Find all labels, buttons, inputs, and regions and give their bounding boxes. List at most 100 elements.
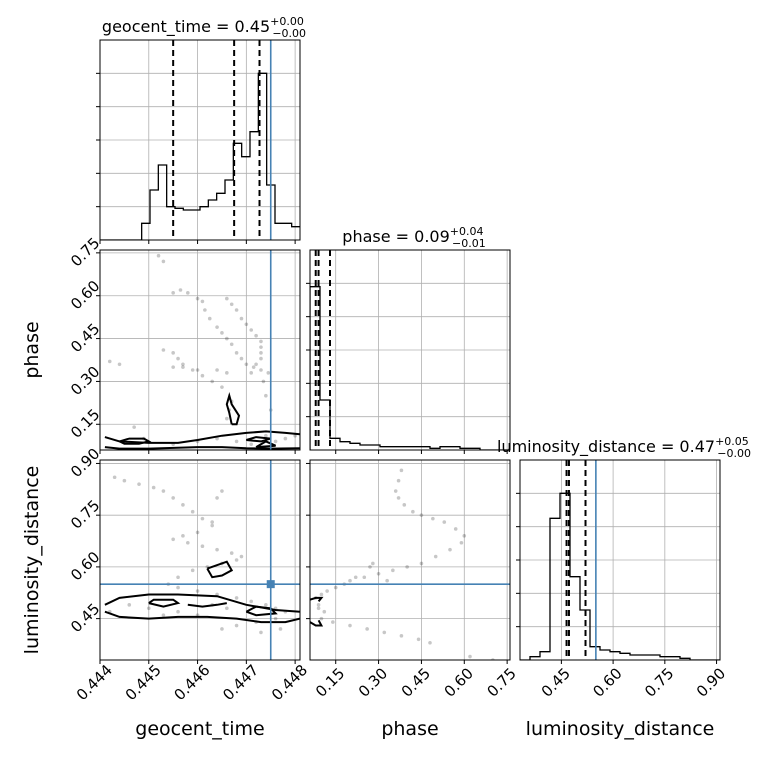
panel-geocent_time-geocent_time: geocent_time = 0.45+0.00 −0.00 [96,15,306,244]
sample-point [176,585,180,590]
sample-point [365,627,369,631]
sample-point [220,489,224,493]
sample-point [416,637,421,642]
y-tick-label: 0.75 [67,496,103,532]
sample-point [186,291,190,295]
sample-point [229,342,234,347]
sample-point [234,439,239,444]
truth-marker [266,580,275,589]
y-tick-label: 0.75 [67,234,103,270]
sample-point [176,356,180,361]
sample-point [468,654,472,659]
panel-frame [99,249,301,451]
sample-point [348,578,352,583]
sample-point [195,530,200,535]
sample-point [146,606,151,611]
sample-point [225,296,229,301]
density-contour [246,436,271,443]
density-contour [255,440,277,449]
sample-point [249,371,254,375]
sample-point [411,509,415,514]
panel-frame [99,459,301,661]
x-tick-label: 0.90 [693,664,729,700]
sample-point [462,534,467,538]
y-tick-label: 0.15 [67,405,103,441]
sample-point [259,339,263,344]
sample-point [259,345,263,349]
sample-point [264,433,268,438]
sample-point [186,540,190,545]
density-contour [206,560,234,579]
sample-point [385,578,389,583]
sample-point [200,516,205,521]
sample-point [161,259,166,264]
sample-point [396,496,401,500]
sample-point [239,356,244,361]
sample-point [181,365,185,369]
sample-point [171,365,175,369]
sample-point [200,299,205,304]
sample-point [220,627,224,631]
sample-point [178,288,183,292]
sample-point [171,351,175,355]
sample-point [234,596,239,600]
sample-point [215,368,219,372]
sample-point [171,496,175,500]
sample-point [362,575,367,580]
sample-point [171,291,175,295]
title-phase: phase = 0.09+0.04 −0.01 [342,225,485,250]
sample-point [151,485,156,490]
sample-point [273,616,278,621]
x-tick-label: 0.15 [312,664,348,700]
sample-point [419,561,424,566]
sample-point [137,482,141,486]
sample-point [319,616,324,621]
sample-point [200,373,205,378]
sample-point [127,603,132,607]
sample-point [382,630,387,635]
sample-point [278,627,283,631]
density-contour [245,605,278,617]
sample-point [396,478,401,483]
histogram-geocent_time [100,72,300,240]
x-tick-label: 0.60 [589,664,625,700]
panel-luminosity_distance-luminosity_distance: luminosity_distance = 0.47+0.05 −0.00 0.45… [497,435,751,701]
sample-point [215,325,219,329]
sample-point [266,371,271,375]
sample-point [181,362,185,367]
sample-point [117,362,122,367]
density-contour [187,602,227,608]
sample-point [190,568,195,573]
sample-point [264,603,268,607]
sample-point [176,575,180,580]
sample-point [259,351,263,355]
sample-point [448,547,452,552]
sample-point [229,302,234,307]
sample-point [399,634,404,638]
density-contour [104,446,300,450]
panel-phase-phase: phase = 0.09+0.04 −0.01 [306,225,511,454]
sample-point [399,468,404,473]
sample-point [215,496,219,500]
sample-point [112,475,117,480]
x-tick-label: 0.45 [398,664,434,700]
sample-point [207,316,212,321]
sample-point [225,416,229,421]
sample-point [107,359,112,364]
sample-point [431,516,435,521]
sample-point [251,365,256,369]
histogram-phase [310,286,510,450]
sample-point [316,603,321,607]
sample-point [402,503,407,507]
sample-point [249,442,254,447]
panel-frame [309,249,511,451]
sample-point [453,527,458,531]
y-axis-label-phase: phase [21,321,43,378]
sample-point [200,544,205,549]
sample-point [195,368,200,372]
sample-point [433,554,438,559]
sample-point [161,489,166,493]
x-tick-label: 0.444 [73,661,116,704]
histogram-luminosity_distance [520,492,720,660]
